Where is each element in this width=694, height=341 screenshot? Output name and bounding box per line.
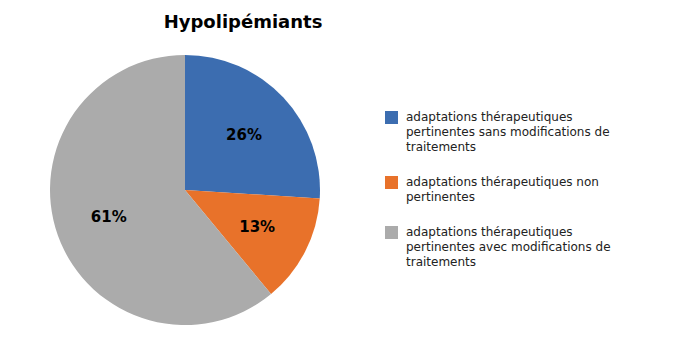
- legend-label-line: adaptations thérapeutiques: [406, 225, 573, 239]
- chart-svg: Hypolipémiants 26% 13% 61% adaptations théra…: [0, 0, 694, 341]
- data-label: 13%: [239, 218, 275, 236]
- legend-label: adaptations thérapeutiquespertinentes av…: [406, 225, 611, 269]
- chart-container: Hypolipémiants 26% 13% 61% adaptations théra…: [0, 0, 694, 341]
- data-labels: 26% 13% 61%: [91, 126, 275, 236]
- legend-label-line: adaptations thérapeutiques: [406, 110, 573, 124]
- legend-label-line: adaptations thérapeutiques non: [406, 175, 599, 189]
- legend-item: adaptations thérapeutiques nonpertinente…: [385, 175, 599, 204]
- legend-item: adaptations thérapeutiquespertinentes sa…: [385, 110, 610, 154]
- legend-label-line: pertinentes sans modifications de: [406, 125, 610, 139]
- pie-slice: [50, 55, 271, 325]
- legend-swatch: [385, 111, 398, 124]
- title: Hypolipémiants: [164, 11, 323, 32]
- legend-label-line: pertinentes: [406, 190, 475, 204]
- legend-label-line: traitements: [406, 255, 476, 269]
- legend-item: adaptations thérapeutiquespertinentes av…: [385, 225, 611, 269]
- pie-slice: [185, 55, 320, 198]
- legend-label-line: traitements: [406, 140, 476, 154]
- legend: adaptations thérapeutiquespertinentes sa…: [385, 110, 611, 269]
- data-label: 61%: [91, 208, 127, 226]
- legend-swatch: [385, 176, 398, 189]
- pie: [50, 55, 320, 325]
- legend-label: adaptations thérapeutiques nonpertinente…: [406, 175, 599, 204]
- legend-label-line: pertinentes avec modifications de: [406, 240, 611, 254]
- legend-label: adaptations thérapeutiquespertinentes sa…: [406, 110, 610, 154]
- legend-swatch: [385, 226, 398, 239]
- data-label: 26%: [226, 126, 262, 144]
